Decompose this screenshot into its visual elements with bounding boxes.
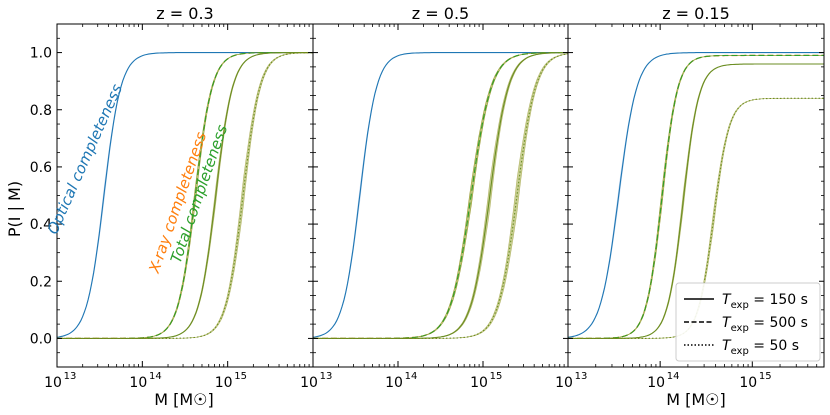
y-tick-label: 0.6 (30, 160, 52, 176)
x-tick-label: 10 (739, 375, 757, 391)
uncertainty-band-total-solid (313, 52, 568, 339)
x-tick-exponent: 13 (575, 371, 588, 382)
panel-frame (312, 23, 569, 368)
uncertainty-band-xray-dashed (313, 52, 568, 339)
plot-area (568, 52, 824, 340)
x-tick-label: 10 (129, 375, 147, 391)
series-line-optical-solid (568, 52, 824, 338)
y-tick-label: 0.4 (30, 217, 52, 233)
x-tick-label: 10 (647, 375, 665, 391)
curve-annotation: Optical completeness (44, 81, 126, 237)
x-tick-label: 10 (555, 375, 573, 391)
panel-title: z = 0.5 (412, 4, 469, 23)
panel-title: z = 0.3 (156, 4, 213, 23)
series-line-total-dotted (313, 53, 568, 339)
legend-box (675, 282, 821, 362)
legend-label: Texp = 500 s (722, 315, 808, 334)
x-tick-exponent: 14 (149, 371, 162, 382)
panel-z-0.5: 10 13 10 14 10 15z = 0.5 (300, 4, 569, 391)
x-tick-exponent: 15 (759, 371, 772, 382)
y-tick-label: 1.0 (30, 46, 52, 62)
plot-area (313, 51, 568, 340)
series-line-optical-solid (313, 52, 568, 338)
x-tick-exponent: 14 (667, 371, 680, 382)
uncertainty-band-optical-solid (313, 52, 568, 338)
series-line-total-solid (313, 52, 568, 339)
series-line-total-dotted (57, 52, 313, 339)
x-tick-exponent: 15 (234, 371, 247, 382)
uncertainty-band-total-dashed (313, 52, 568, 339)
x-tick-label: 10 (470, 375, 488, 391)
x-tick-label: 10 (44, 375, 62, 391)
series-line-total-dashed (568, 54, 824, 339)
y-tick-label: 0.2 (30, 274, 52, 290)
legend-label: Texp = 50 s (722, 338, 799, 357)
legend-label: Texp = 150 s (722, 292, 808, 311)
series-line-total-dashed (313, 52, 568, 339)
y-tick-label: 0.0 (30, 331, 52, 347)
plot-area (57, 51, 313, 340)
uncertainty-band-total-dotted (313, 53, 568, 339)
uncertainty-band-total-dashed (568, 55, 824, 339)
y-tick-label: 0.8 (30, 103, 52, 119)
x-tick-label: 10 (385, 375, 403, 391)
x-tick-exponent: 13 (64, 371, 77, 382)
x-tick-label: 10 (300, 375, 318, 391)
x-axis-label-left: M [M☉] (154, 390, 214, 409)
series-line-total-dotted (568, 97, 824, 339)
x-tick-exponent: 13 (320, 371, 333, 382)
panel-z-0.3: 0.00.20.40.60.81.010 13 10 14 10 15z = 0.3Opt… (30, 4, 314, 391)
panel-title: z = 0.15 (662, 4, 730, 23)
x-tick-label: 10 (215, 375, 233, 391)
x-tick-exponent: 15 (490, 371, 503, 382)
y-axis-label: P(I | M) (5, 181, 24, 237)
series-line-xray-dashed (313, 51, 568, 340)
x-tick-exponent: 14 (405, 371, 418, 382)
x-axis-label-right: M [M☉] (666, 390, 726, 409)
